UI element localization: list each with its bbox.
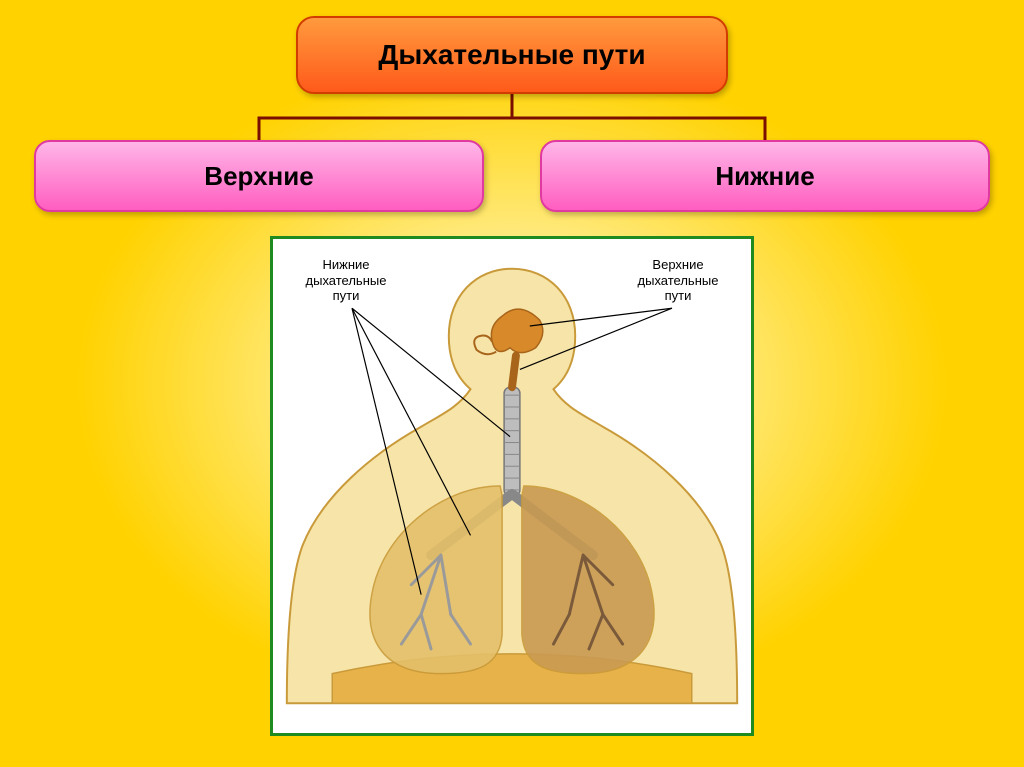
figure-label-lower: Нижние дыхательные пути [291,257,401,304]
anatomy-svg [273,239,751,733]
child-node-upper-label: Верхние [204,161,313,192]
figure-label-upper: Верхние дыхательные пути [623,257,733,304]
child-node-lower: Нижние [540,140,990,212]
slide: Дыхательные пути Верхние Нижние Нижние д… [0,0,1024,767]
child-node-upper: Верхние [34,140,484,212]
anatomy-figure: Нижние дыхательные пути Верхние дыхатель… [270,236,754,736]
root-node: Дыхательные пути [296,16,728,94]
child-node-lower-label: Нижние [715,161,814,192]
root-node-label: Дыхательные пути [378,39,645,71]
